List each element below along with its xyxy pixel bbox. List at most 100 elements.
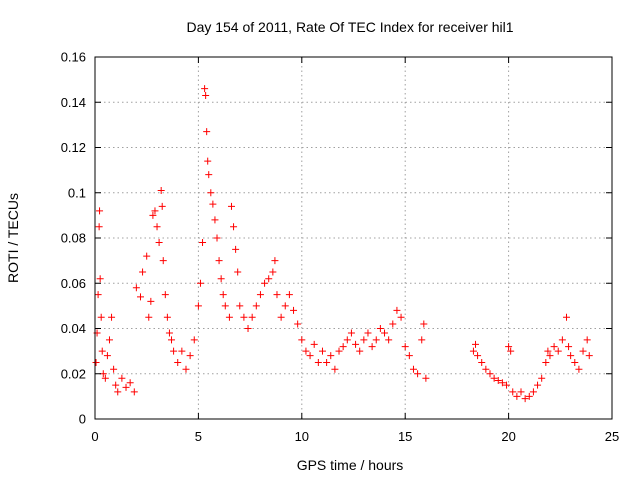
data-point (118, 374, 126, 382)
data-point (494, 377, 502, 385)
data-point (161, 291, 169, 299)
data-point (352, 340, 360, 348)
data-point (211, 216, 219, 224)
data-point (168, 336, 176, 344)
data-point (314, 358, 322, 366)
x-tick-label: 5 (195, 429, 202, 444)
data-point (194, 302, 202, 310)
data-point (422, 374, 430, 382)
data-point (155, 239, 163, 247)
data-point (248, 313, 256, 321)
data-point (376, 325, 384, 332)
data-point (92, 358, 100, 366)
data-point (232, 245, 240, 253)
data-point (202, 91, 210, 99)
data-point (331, 365, 339, 373)
data-point (409, 365, 417, 373)
data-point (201, 85, 209, 93)
x-tick-label: 15 (398, 429, 412, 444)
data-point (252, 302, 260, 310)
data-point (256, 291, 264, 299)
data-point (114, 388, 122, 396)
y-tick-label: 0.14 (61, 95, 86, 110)
data-point (323, 358, 331, 366)
data-point (132, 284, 140, 292)
data-point (277, 313, 285, 321)
data-point (579, 347, 587, 355)
data-point (290, 306, 298, 314)
data-point (521, 395, 529, 403)
y-tick-label: 0.1 (68, 185, 86, 200)
data-point (95, 223, 103, 231)
data-point (558, 336, 566, 344)
data-point (310, 340, 318, 348)
x-axis-label: GPS time / hours (297, 457, 404, 473)
data-point (130, 388, 138, 396)
data-point (356, 347, 364, 355)
y-tick-label: 0.02 (61, 366, 86, 381)
data-marks (92, 85, 593, 403)
data-point (565, 343, 573, 351)
data-point (381, 329, 389, 337)
y-tick-label: 0.12 (61, 140, 86, 155)
data-point (269, 268, 277, 276)
data-point (525, 392, 533, 400)
data-point (534, 381, 542, 389)
data-point (503, 381, 511, 389)
data-point (420, 320, 428, 328)
data-point (98, 347, 106, 355)
data-point (418, 336, 426, 344)
data-point (529, 388, 537, 396)
data-point (507, 347, 515, 355)
data-point (368, 343, 376, 351)
data-point (327, 352, 335, 360)
data-point (105, 336, 113, 344)
data-point (554, 347, 562, 355)
x-tick-label: 10 (295, 429, 309, 444)
data-point (153, 223, 161, 231)
data-point (339, 343, 347, 351)
data-point (542, 358, 550, 366)
data-point (385, 336, 393, 344)
data-point (389, 320, 397, 328)
data-point (151, 207, 159, 215)
data-point (215, 257, 223, 265)
data-point (583, 336, 591, 344)
data-point (517, 388, 525, 396)
data-point (490, 374, 498, 382)
data-point (393, 306, 401, 314)
tick-labels: 0 5 10 15 20 25 0 0.02 0.04 0.06 0.08 0.1 0.12 0.14 0.… (61, 50, 620, 445)
data-point (546, 352, 554, 360)
data-point (94, 291, 102, 299)
data-point (174, 358, 182, 366)
data-point (585, 352, 593, 360)
data-point (163, 313, 171, 321)
axis-ticks (94, 56, 613, 420)
data-point (550, 343, 558, 351)
data-point (236, 302, 244, 310)
x-tick-label: 25 (605, 429, 619, 444)
x-tick-label: 0 (91, 429, 98, 444)
data-point (281, 302, 289, 310)
data-point (205, 171, 213, 179)
data-point (225, 313, 233, 321)
data-point (190, 336, 198, 344)
data-point (261, 279, 269, 287)
y-tick-label: 0 (79, 412, 86, 427)
data-point (196, 279, 204, 287)
chart-title: Day 154 of 2011, Rate Of TEC Index for r… (186, 19, 513, 35)
data-point (139, 268, 147, 276)
data-point (486, 370, 494, 378)
data-point (318, 347, 326, 355)
data-point (96, 207, 104, 215)
data-point (230, 223, 238, 231)
data-point (414, 370, 422, 378)
data-point (335, 347, 343, 355)
data-point (401, 343, 409, 351)
data-point (472, 340, 480, 348)
data-point (170, 347, 178, 355)
data-point (101, 374, 109, 382)
data-point (285, 291, 293, 299)
data-point (103, 352, 111, 360)
